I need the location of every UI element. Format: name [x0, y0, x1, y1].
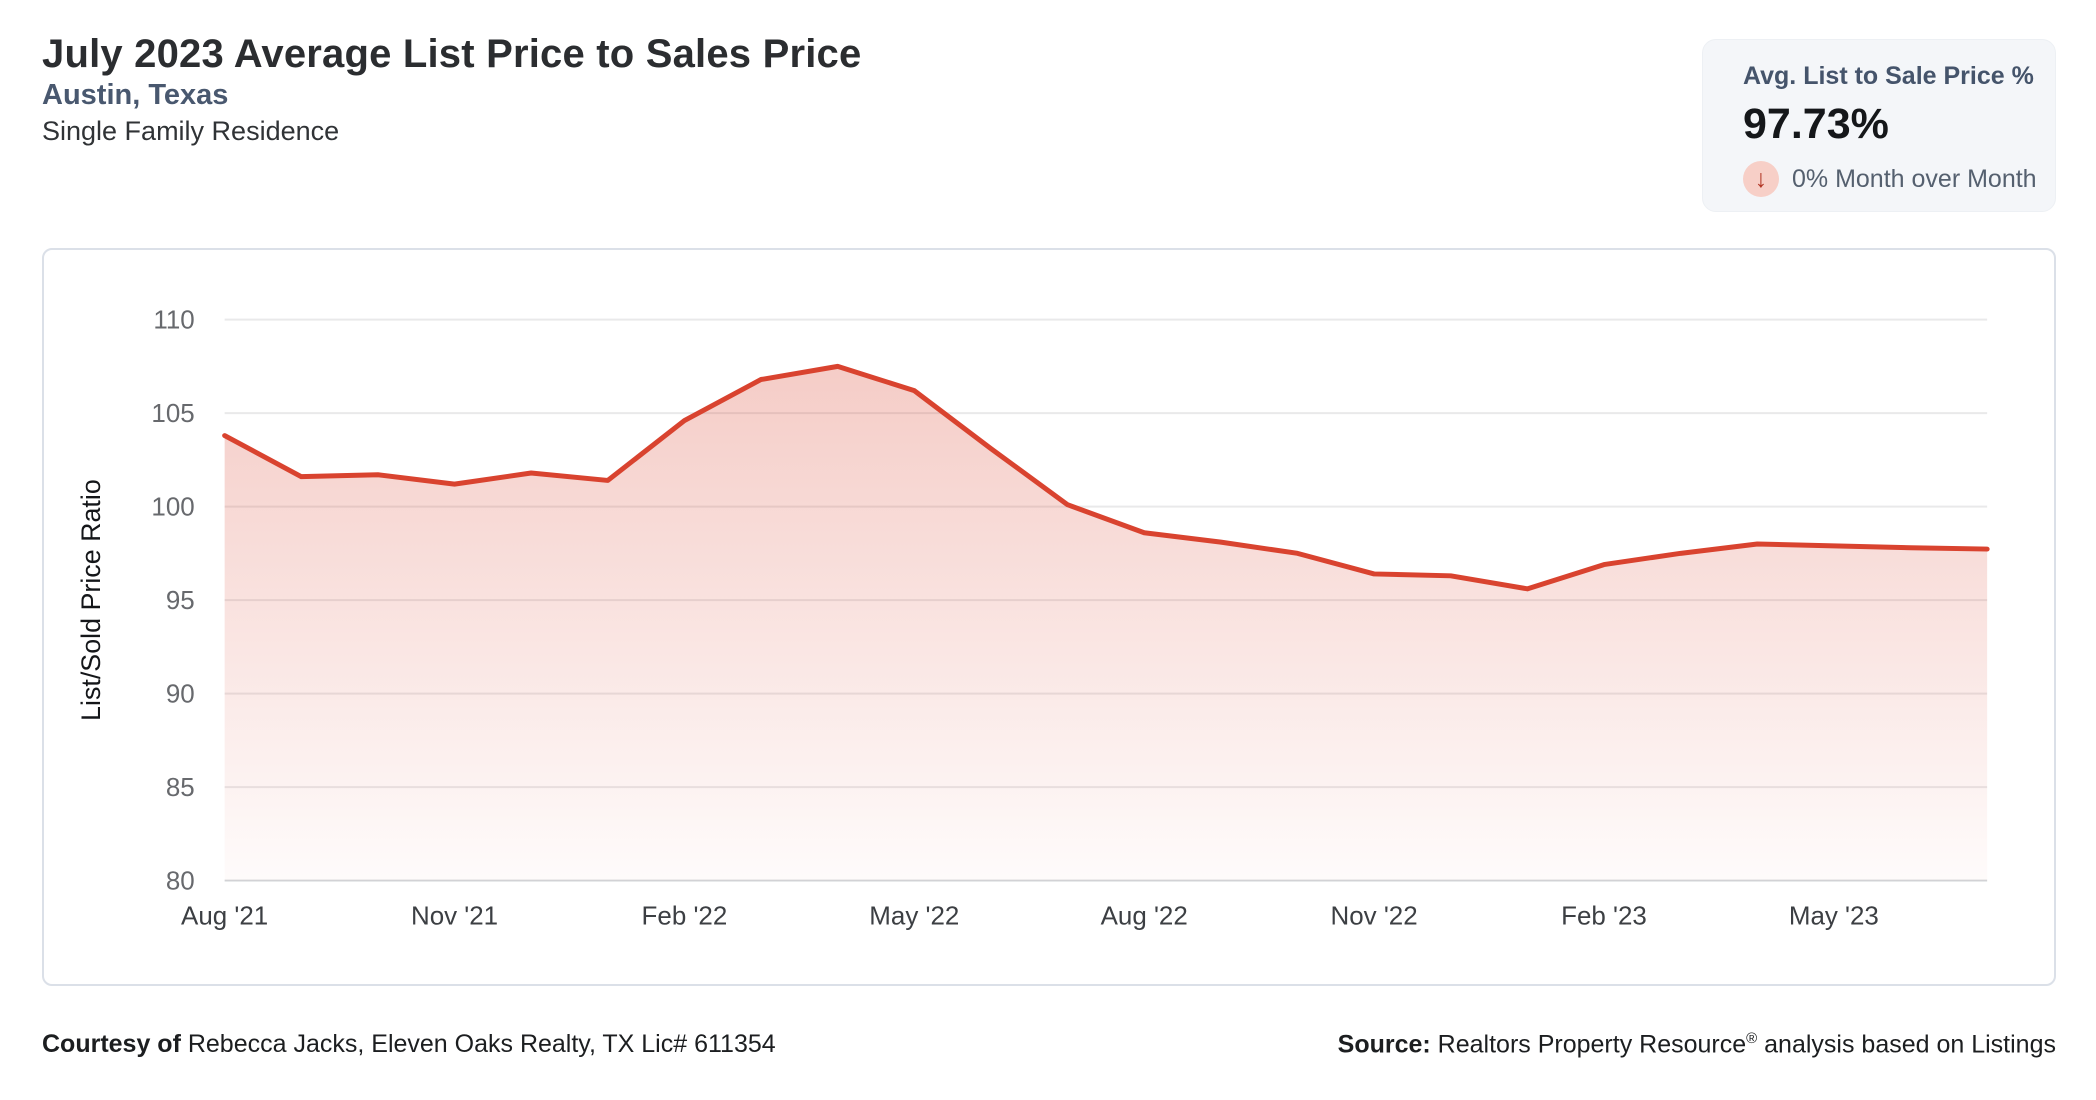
courtesy-note: Courtesy of Rebecca Jacks, Eleven Oaks R… — [42, 1030, 776, 1058]
chart-card: 80 85 90 95 100 105 110 Aug '21 Nov '21 Feb '22 Ma… — [42, 248, 2056, 986]
price-ratio-chart: 80 85 90 95 100 105 110 Aug '21 Nov '21 Feb '22 Ma… — [76, 307, 1990, 930]
x-tick-label: Feb '23 — [1561, 902, 1647, 930]
month-over-month-row: ↓ 0% Month over Month — [1743, 161, 2055, 197]
x-tick-label: May '23 — [1789, 902, 1879, 930]
y-tick-label: 95 — [166, 587, 195, 615]
x-tick-label: May '22 — [869, 902, 959, 930]
area-fill — [224, 366, 1988, 881]
x-tick-label: Nov '22 — [1331, 902, 1418, 930]
y-axis-title: List/Sold Price Ratio — [76, 479, 106, 721]
y-tick-label: 105 — [151, 400, 194, 428]
x-tick-label: Feb '22 — [642, 902, 728, 930]
x-tick-label: Aug '21 — [181, 902, 268, 930]
stat-card: Avg. List to Sale Price % 97.73% ↓ 0% Mo… — [1702, 39, 2056, 212]
page-title: July 2023 Average List Price to Sales Pr… — [42, 32, 862, 76]
month-over-month-text: 0% Month over Month — [1792, 164, 2037, 193]
stat-label: Avg. List to Sale Price % — [1743, 62, 2034, 90]
y-tick-label: 85 — [166, 774, 195, 802]
property-type: Single Family Residence — [42, 116, 340, 146]
down-arrow-icon: ↓ — [1743, 161, 1779, 197]
y-tick-label: 110 — [153, 307, 194, 335]
registered-mark: ® — [1746, 1030, 1758, 1047]
x-tick-label: Aug '22 — [1101, 902, 1188, 930]
y-tick-label: 80 — [166, 868, 195, 896]
report-footer: Courtesy of Rebecca Jacks, Eleven Oaks R… — [42, 1030, 2056, 1059]
source-label: Source: — [1337, 1030, 1431, 1059]
y-tick-label: 100 — [151, 494, 194, 522]
trend-line — [222, 363, 1990, 592]
stat-value: 97.73% — [1743, 100, 1889, 148]
y-tick-label: 90 — [166, 681, 195, 709]
location-subtitle: Austin, Texas — [42, 79, 229, 111]
source-note: Source: Realtors Property Resource® anal… — [1337, 1030, 2056, 1059]
x-tick-label: Nov '21 — [411, 902, 498, 930]
courtesy-label: Courtesy of — [42, 1030, 181, 1058]
